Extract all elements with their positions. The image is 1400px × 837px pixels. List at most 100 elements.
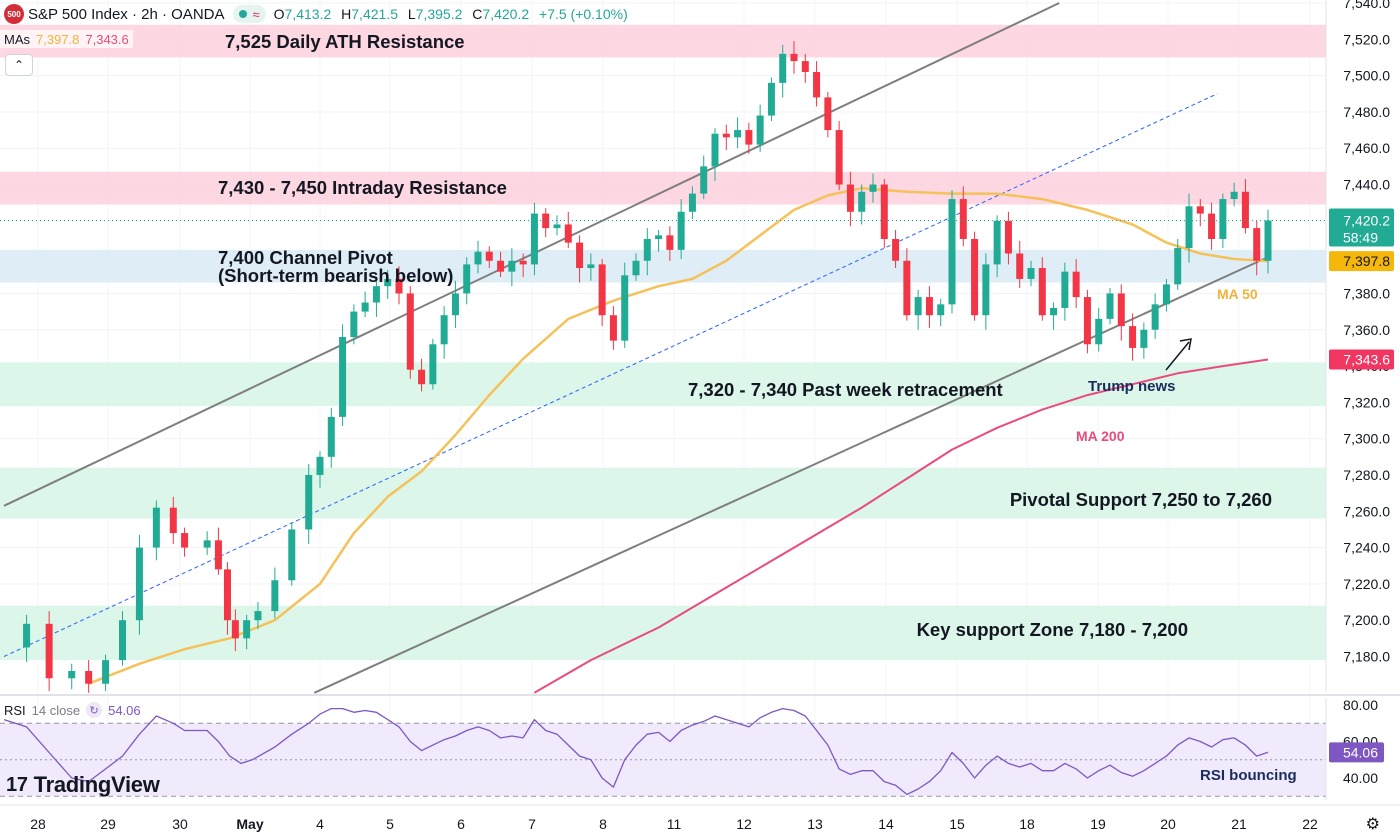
candle: [271, 567, 279, 619]
candle: [1185, 193, 1193, 263]
candle-body: [1072, 271, 1080, 298]
candle: [440, 306, 448, 359]
candle-body: [745, 130, 753, 145]
candle-body: [384, 278, 392, 287]
price-tick-label: 7,220.0: [1343, 576, 1390, 592]
candle: [1230, 182, 1238, 207]
candle: [813, 61, 821, 107]
candle-body: [119, 620, 126, 661]
candle: [666, 226, 674, 261]
candle-body: [288, 529, 296, 581]
candle-body: [892, 238, 900, 261]
candle-body: [767, 82, 775, 116]
candle-body: [722, 133, 730, 138]
trump-arrow-line: [1165, 341, 1190, 371]
time-tick-label: 20: [1160, 816, 1176, 832]
ma-legend[interactable]: MAs 7,397.8 7,343.6: [0, 30, 133, 48]
candle-body: [243, 620, 251, 639]
rsi-legend[interactable]: RSI 14 close ↻ 54.06: [4, 702, 141, 718]
channel-lower-line: [313, 256, 1269, 694]
candle: [587, 253, 595, 281]
candle-body: [598, 264, 606, 316]
candle: [643, 228, 651, 276]
candle-body: [152, 507, 160, 548]
candle-body: [85, 671, 93, 684]
refresh-icon[interactable]: ↻: [86, 702, 103, 718]
candle-body: [1106, 293, 1114, 319]
candle-body: [903, 260, 911, 316]
candle-body: [305, 474, 313, 530]
collapse-legend-button[interactable]: ⌃: [5, 54, 33, 76]
candle: [485, 246, 493, 269]
time-tick-label: 29: [100, 816, 116, 832]
time-tick-label: 8: [599, 816, 607, 832]
rsi-legend-value: 54.06: [108, 702, 141, 718]
ohlc-readout: O7,413.2 H7,421.5 L7,395.2 C7,420.2 +7.5…: [274, 6, 634, 22]
candle: [903, 248, 911, 321]
candle: [181, 527, 189, 557]
symbol-title[interactable]: S&P 500 Index · 2h · OANDA: [28, 5, 225, 23]
candle-body: [835, 130, 843, 185]
rsi-value-badge: [1329, 742, 1384, 763]
candle: [869, 173, 877, 203]
candle-body: [395, 278, 403, 294]
candle: [1016, 240, 1024, 288]
candle-body: [231, 620, 239, 639]
price-tick-label: 7,360.0: [1343, 322, 1390, 338]
price-tick-label: 7,380.0: [1343, 285, 1390, 301]
candle-body: [1095, 318, 1103, 345]
close-value: 7,420.2: [482, 6, 530, 22]
annotation-trump-news: Trump news: [1088, 378, 1176, 395]
candle-body: [1083, 297, 1091, 345]
candle: [372, 280, 380, 318]
candle: [327, 407, 335, 468]
candle: [835, 120, 843, 190]
market-status-pill[interactable]: ≈: [232, 5, 266, 23]
candle-body: [880, 184, 888, 239]
candle-body: [858, 191, 866, 212]
rsi-line: [3, 707, 1269, 796]
candle-body: [406, 293, 414, 370]
candle-body: [576, 242, 584, 269]
candle: [880, 179, 888, 249]
candle-body: [925, 297, 933, 316]
zone-support-4: [0, 467, 1326, 519]
candle-body: [993, 220, 1001, 265]
candle-body: [169, 507, 177, 534]
candle: [1174, 238, 1182, 290]
candle-body: [1129, 326, 1137, 348]
candle-body: [519, 260, 527, 265]
candle-body: [711, 133, 719, 167]
zone-label-0: 7,525 Daily ATH Resistance: [225, 31, 465, 52]
tradingview-logo[interactable]: 17 TradingView: [6, 772, 160, 798]
candle-body: [1219, 199, 1227, 239]
tradingview-wordmark: TradingView: [33, 772, 160, 797]
candle: [85, 660, 93, 693]
candle: [497, 251, 505, 278]
candle-body: [914, 297, 922, 316]
approx-icon: ≈: [252, 6, 260, 22]
channel-midline: [3, 93, 1218, 657]
time-tick-label: 22: [1302, 816, 1318, 832]
candle: [858, 184, 866, 225]
candle-body: [135, 547, 143, 621]
candle-body: [214, 540, 222, 570]
candle: [892, 229, 900, 269]
zone-label-2: 7,400 Channel Pivot: [218, 247, 393, 268]
settings-gear-icon[interactable]: ⚙: [1365, 816, 1380, 833]
candle-body: [632, 260, 640, 276]
zone-label-1: 7,430 - 7,450 Intraday Resistance: [218, 177, 507, 198]
candle: [564, 211, 572, 249]
price-tick-label: 7,320.0: [1343, 394, 1390, 410]
candle: [1140, 322, 1148, 359]
candle: [688, 186, 696, 220]
candle-body: [271, 580, 279, 612]
candle-body: [463, 264, 471, 294]
last-price-value: 7,420.2: [1343, 212, 1390, 228]
candle: [1208, 202, 1216, 250]
candle: [711, 128, 719, 181]
candle-body: [621, 275, 629, 341]
candle: [553, 215, 561, 236]
price-tick-label: 7,280.0: [1343, 467, 1390, 483]
